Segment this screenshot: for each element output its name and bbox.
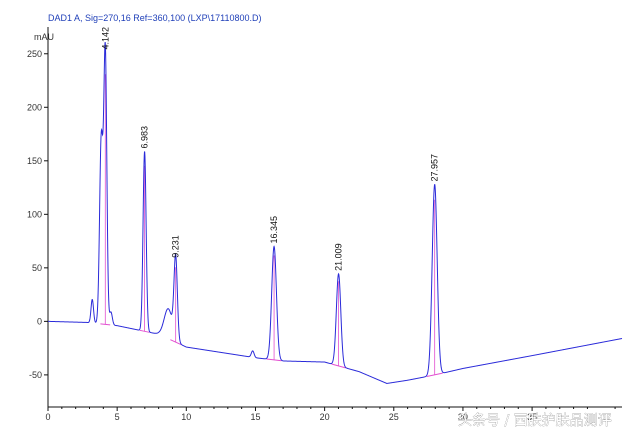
x-tick-label: 5 (115, 412, 120, 422)
y-axis-unit: mAU (34, 32, 54, 42)
y-tick-label: 50 (32, 263, 42, 273)
y-tick-label: 250 (27, 49, 42, 59)
signal-title: DAD1 A, Sig=270,16 Ref=360,100 (LXP\1711… (48, 13, 261, 23)
peak-label: 16.345 (269, 216, 279, 244)
peak-label: 9.231 (171, 235, 181, 258)
peak-label: 27.957 (430, 154, 440, 182)
axes: -50 0 50 100 150 200 250 0 5 10 15 20 25 30 35 (27, 27, 622, 422)
peak-label-layer: 4.142 6.983 9.231 16.345 21.009 27.957 (100, 27, 439, 271)
x-tick-label: 0 (45, 412, 50, 422)
x-tick-label: 30 (458, 412, 468, 422)
peak-label: 21.009 (334, 243, 344, 271)
signal-trace (48, 41, 623, 384)
y-tick-label: 150 (27, 156, 42, 166)
x-tick-label: 35 (527, 412, 537, 422)
x-tick-label: 10 (181, 412, 191, 422)
integration-baseline-layer (100, 74, 443, 378)
watermark: 头条号 / 西肤护肤品测评 (458, 412, 612, 429)
signal-trace-layer (48, 41, 623, 384)
integration-baseline (331, 363, 346, 369)
x-tick-label: 15 (250, 412, 260, 422)
peak-label: 6.983 (140, 126, 150, 149)
y-tick-label: -50 (29, 370, 42, 380)
x-tick-label: 25 (389, 412, 399, 422)
y-tick-label: 100 (27, 209, 42, 219)
peak-label: 4.142 (100, 27, 110, 50)
y-tick-label: 0 (37, 316, 42, 326)
x-tick-label: 20 (320, 412, 330, 422)
y-tick-label: 200 (27, 102, 42, 112)
